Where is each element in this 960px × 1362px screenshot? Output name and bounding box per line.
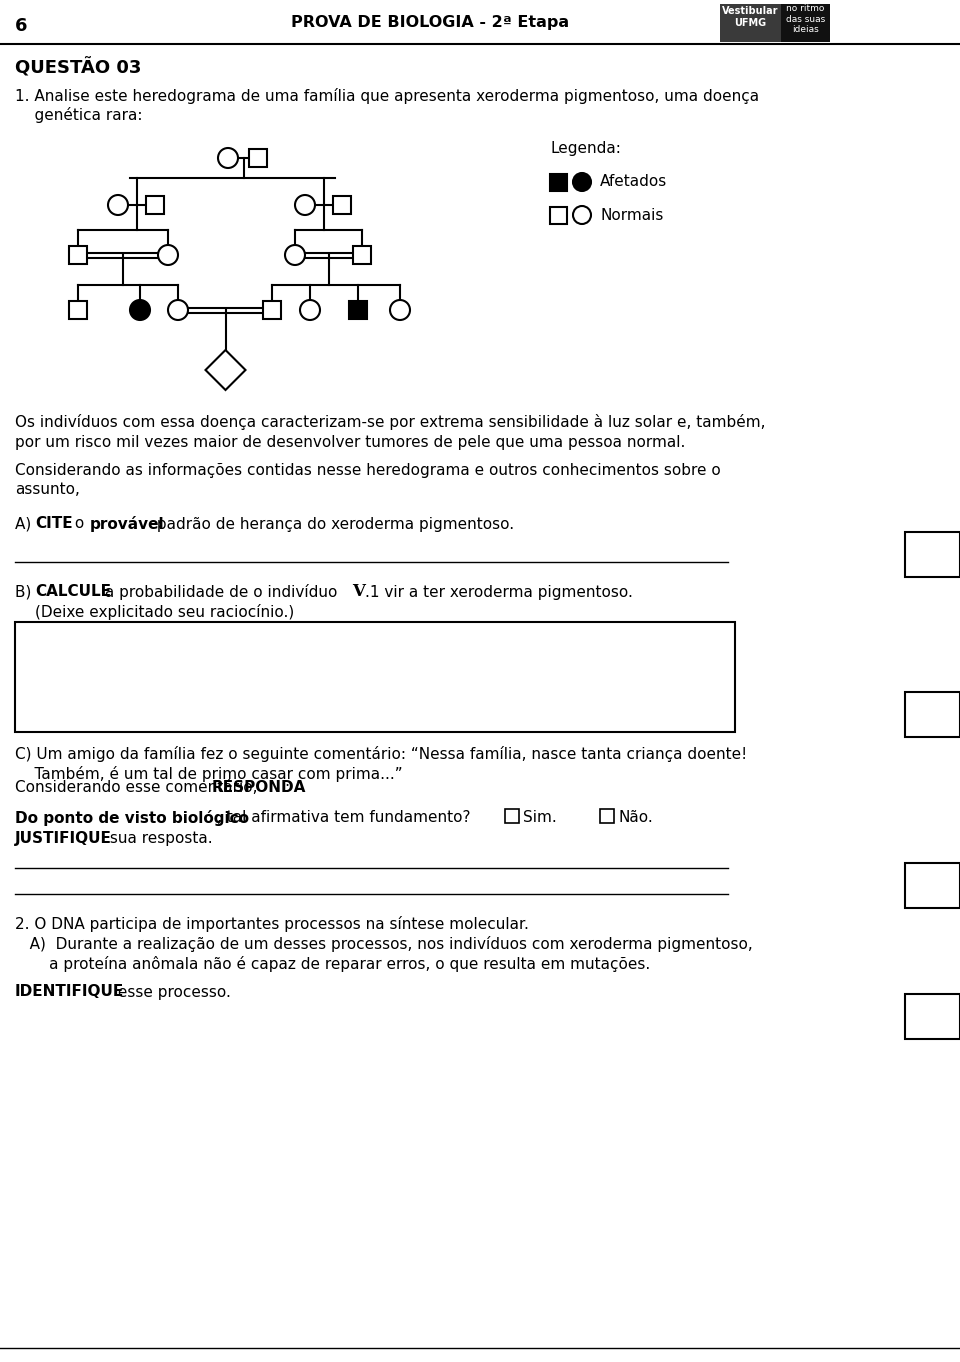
Bar xyxy=(69,247,87,264)
Bar xyxy=(720,4,780,42)
Text: a proteína anômala não é capaz de reparar erros, o que resulta em mutações.: a proteína anômala não é capaz de repara… xyxy=(15,956,650,972)
Text: padrão de herança do xeroderma pigmentoso.: padrão de herança do xeroderma pigmentos… xyxy=(152,516,515,531)
Text: genética rara:: genética rara: xyxy=(15,108,142,123)
Bar xyxy=(905,692,960,737)
Bar xyxy=(249,148,267,168)
Text: Normais: Normais xyxy=(600,207,663,222)
Text: QUESTÃO 03: QUESTÃO 03 xyxy=(15,59,141,78)
Text: PROVA DE BIOLOGIA - 2ª Etapa: PROVA DE BIOLOGIA - 2ª Etapa xyxy=(291,15,569,30)
Text: Do ponto de visto biológico: Do ponto de visto biológico xyxy=(15,810,249,825)
Text: (Deixe explicitado seu raciocínio.): (Deixe explicitado seu raciocínio.) xyxy=(35,603,295,620)
Text: Vestibular
UFMG: Vestibular UFMG xyxy=(722,7,779,29)
Text: CALCULE: CALCULE xyxy=(35,584,111,599)
Text: CITE: CITE xyxy=(35,516,73,531)
Text: 1. Analise este heredograma de uma família que apresenta xeroderma pigmentoso, u: 1. Analise este heredograma de uma famíl… xyxy=(15,89,759,104)
Circle shape xyxy=(168,300,188,320)
Text: Também, é um tal de primo casar com prima...”: Também, é um tal de primo casar com prim… xyxy=(15,765,402,782)
Bar xyxy=(549,173,566,191)
Text: RESPONDA: RESPONDA xyxy=(212,780,306,795)
Text: esse processo.: esse processo. xyxy=(113,985,230,1000)
Text: a probabilidade de o indivíduo: a probabilidade de o indivíduo xyxy=(100,584,343,601)
Circle shape xyxy=(573,173,591,191)
Text: A)  Durante a realização de um desses processos, nos indivíduos com xeroderma pi: A) Durante a realização de um desses pro… xyxy=(15,936,753,952)
Text: 6: 6 xyxy=(15,16,28,35)
Bar xyxy=(905,533,960,577)
Text: 2. O DNA participa de importantes processos na síntese molecular.: 2. O DNA participa de importantes proces… xyxy=(15,917,529,932)
Text: .1 vir a ter xeroderma pigmentoso.: .1 vir a ter xeroderma pigmentoso. xyxy=(365,584,633,599)
Bar xyxy=(69,301,87,319)
Text: Considerando esse comentário,: Considerando esse comentário, xyxy=(15,780,262,795)
Text: Os indivíduos com essa doença caracterizam-se por extrema sensibilidade à luz so: Os indivíduos com essa doença caracteriz… xyxy=(15,414,765,430)
Text: Considerando as informações contidas nesse heredograma e outros conhecimentos so: Considerando as informações contidas nes… xyxy=(15,463,721,478)
Text: A): A) xyxy=(15,516,36,531)
Text: , tal afirmativa tem fundamento?: , tal afirmativa tem fundamento? xyxy=(217,810,470,825)
Bar xyxy=(905,864,960,908)
Bar xyxy=(600,809,614,823)
Text: Não.: Não. xyxy=(618,810,653,825)
Text: Legenda:: Legenda: xyxy=(550,140,621,155)
Text: no ritmo
das suas
ideias: no ritmo das suas ideias xyxy=(785,4,825,34)
Polygon shape xyxy=(205,350,246,390)
Text: por um risco mil vezes maior de desenvolver tumores de pele que uma pessoa norma: por um risco mil vezes maior de desenvol… xyxy=(15,434,685,449)
Text: V: V xyxy=(352,583,365,601)
Text: sua resposta.: sua resposta. xyxy=(105,831,212,846)
Circle shape xyxy=(130,300,150,320)
Circle shape xyxy=(285,245,305,266)
Text: Sim.: Sim. xyxy=(523,810,557,825)
Circle shape xyxy=(390,300,410,320)
Bar xyxy=(15,622,735,731)
Circle shape xyxy=(108,195,128,215)
Text: provável: provável xyxy=(90,516,164,533)
Text: assunto,: assunto, xyxy=(15,482,80,497)
Bar xyxy=(263,301,281,319)
Bar xyxy=(146,196,164,214)
Text: :: : xyxy=(284,780,289,795)
Text: C) Um amigo da família fez o seguinte comentário: “Nessa família, nasce tanta cr: C) Um amigo da família fez o seguinte co… xyxy=(15,746,747,761)
Bar xyxy=(549,207,566,223)
Text: B): B) xyxy=(15,584,36,599)
Text: IDENTIFIQUE: IDENTIFIQUE xyxy=(15,985,124,1000)
Circle shape xyxy=(300,300,320,320)
Circle shape xyxy=(295,195,315,215)
Bar xyxy=(505,809,519,823)
Circle shape xyxy=(158,245,178,266)
Bar xyxy=(905,994,960,1039)
Text: o: o xyxy=(70,516,89,531)
Bar xyxy=(349,301,367,319)
Bar xyxy=(333,196,351,214)
Text: Afetados: Afetados xyxy=(600,174,667,189)
Circle shape xyxy=(573,206,591,223)
Circle shape xyxy=(218,148,238,168)
Bar xyxy=(353,247,371,264)
Text: JUSTIFIQUE: JUSTIFIQUE xyxy=(15,831,112,846)
Bar xyxy=(780,4,830,42)
